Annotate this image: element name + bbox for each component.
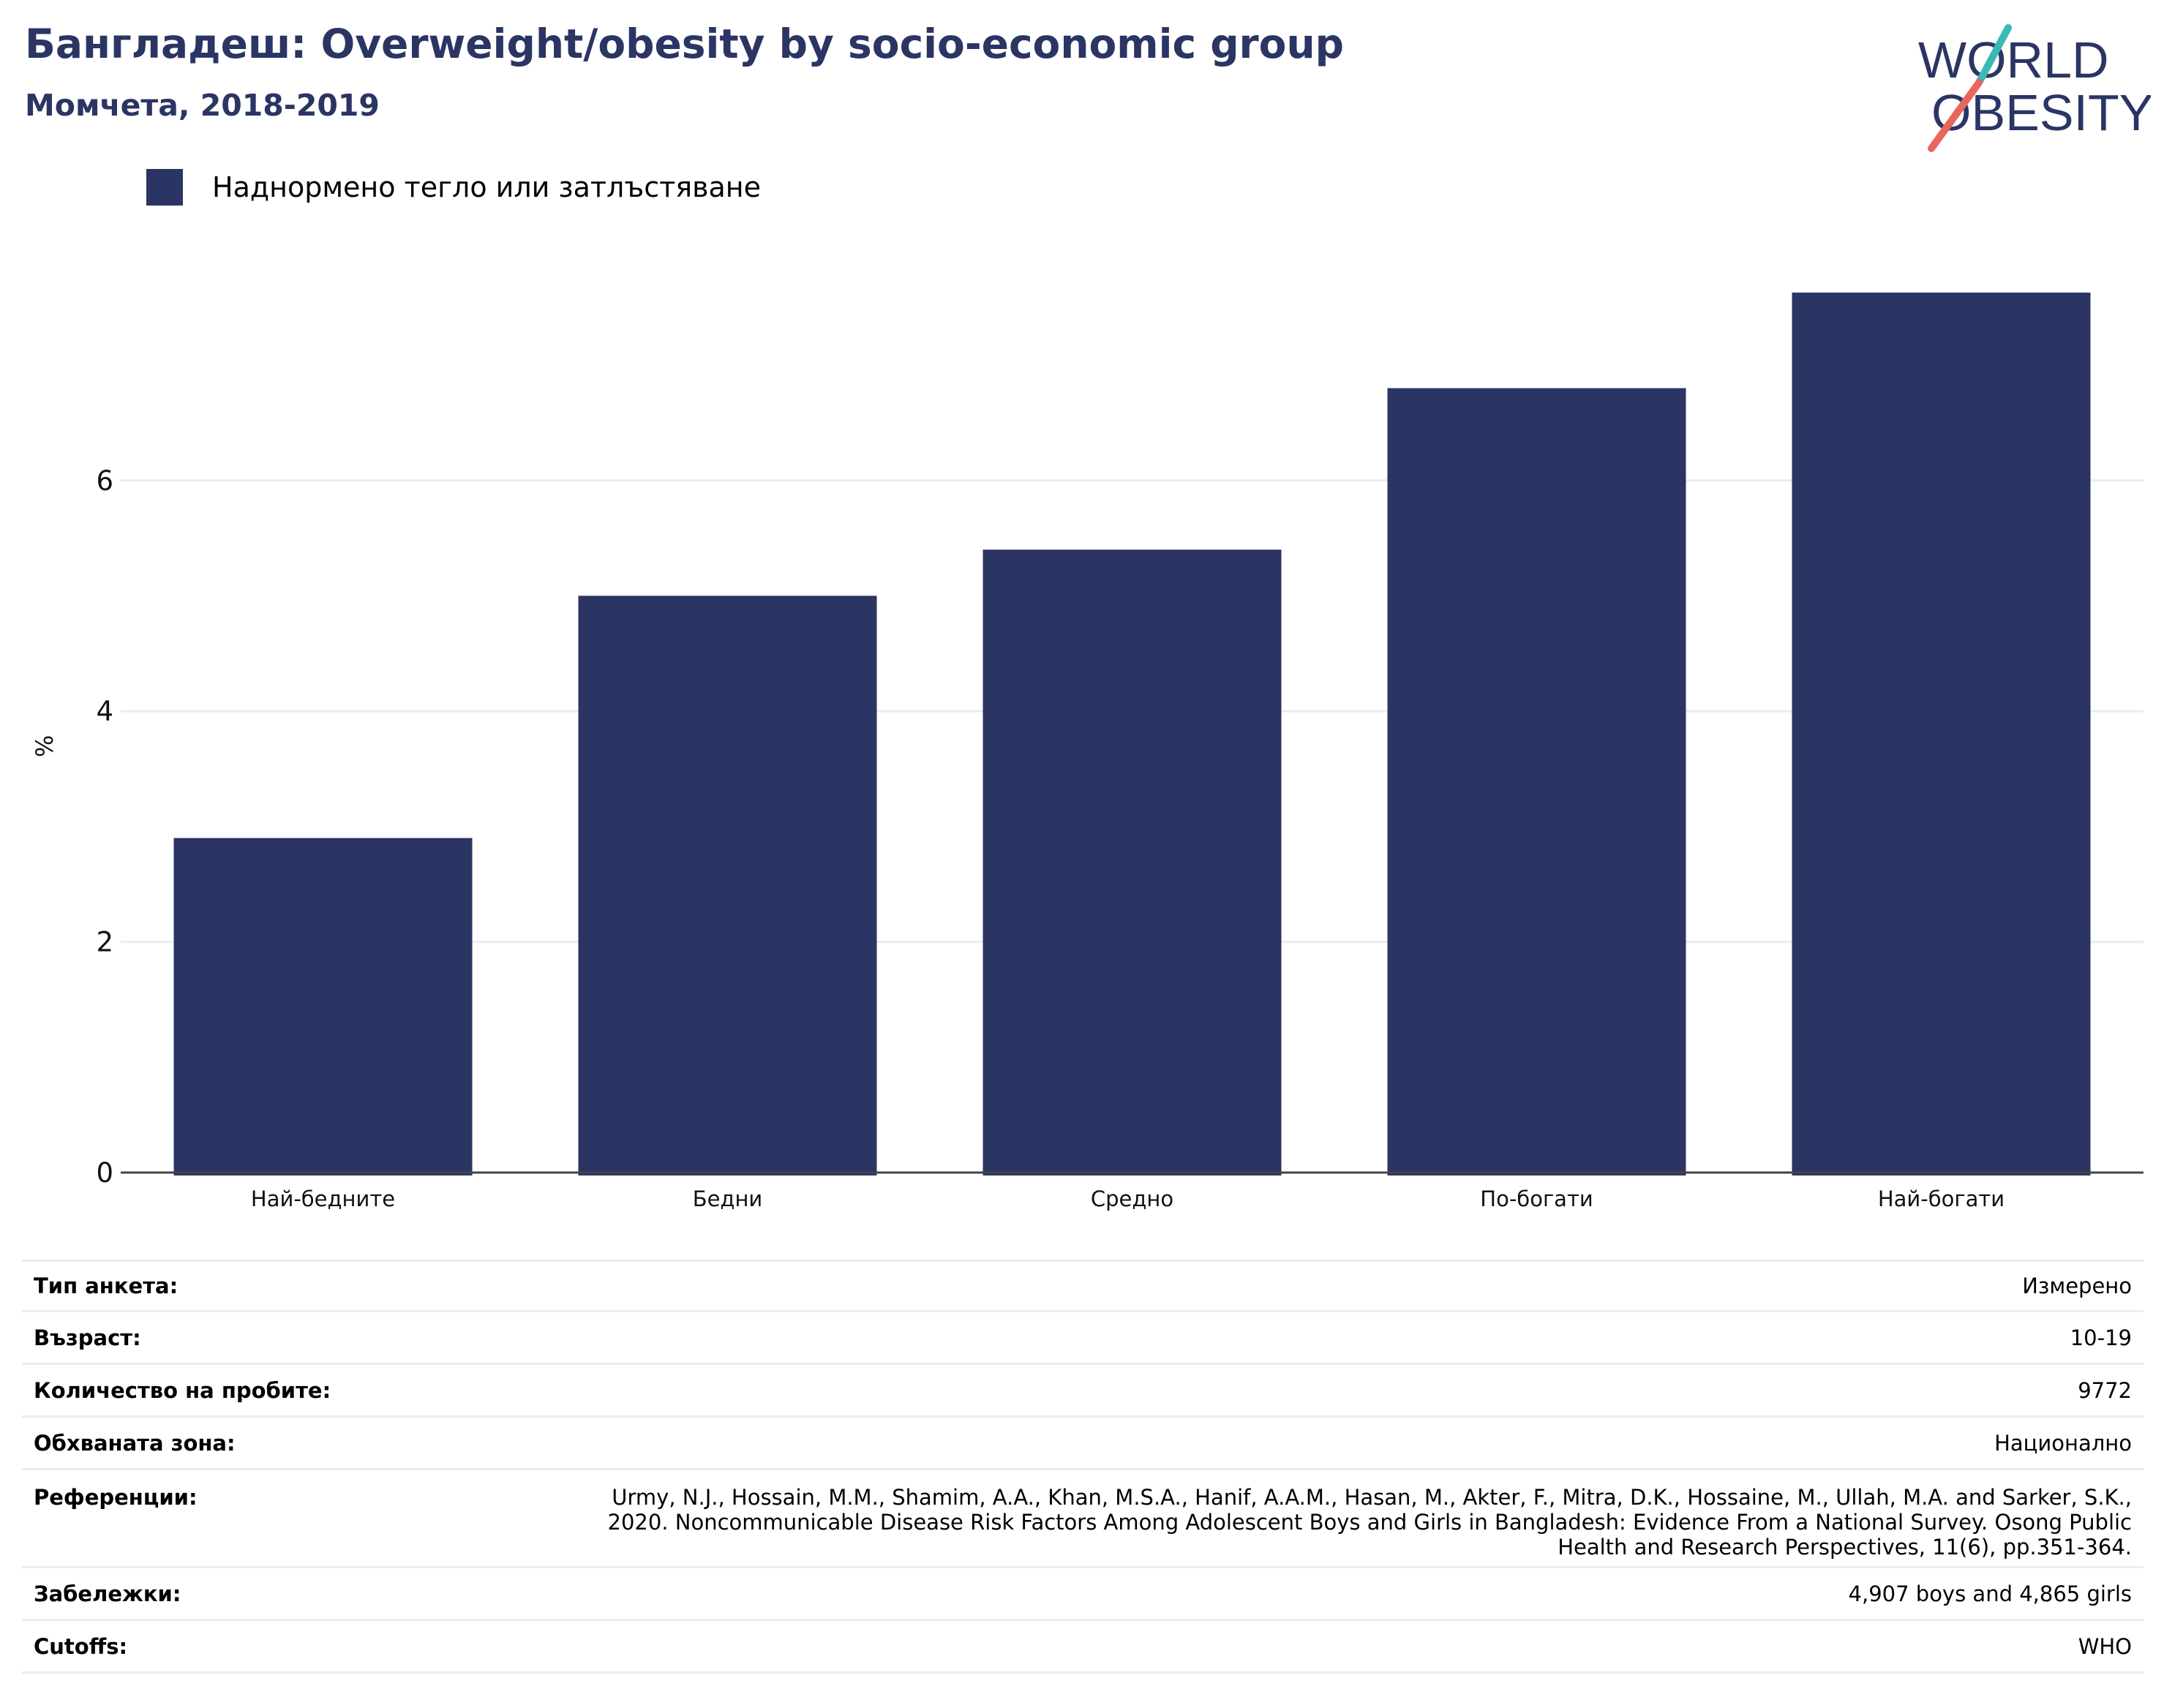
info-key: Обхваната зона: [34, 1430, 236, 1456]
chart-title: Бангладеш: Overweight/obesity by socio-e… [25, 20, 1344, 67]
info-value: Urmy, N.J., Hossain, M.M., Shamim, A.A.,… [607, 1485, 2132, 1560]
info-row-notes: Забележки: 4,907 boys and 4,865 girls [22, 1568, 2144, 1621]
x-tick-label: По-богати [1480, 1186, 1593, 1211]
bar [578, 595, 877, 1175]
legend-swatch [146, 169, 183, 206]
logo-word-world: WORLD [1918, 31, 2109, 89]
info-key: Cutoffs: [34, 1633, 128, 1659]
info-row-survey-type: Тип анкета: Измерено [22, 1260, 2144, 1312]
info-table: Тип анкета: Измерено Възраст: 10-19 Коли… [22, 1260, 2144, 1674]
info-value: 4,907 boys and 4,865 girls [1848, 1581, 2132, 1606]
info-value: Измерено [2022, 1274, 2132, 1298]
x-tick-label: Най-бедните [251, 1186, 395, 1211]
info-value: 9772 [2078, 1377, 2132, 1403]
logo-slash-teal [1975, 24, 2012, 86]
bar [173, 838, 473, 1175]
info-value: 10-19 [2070, 1325, 2132, 1350]
y-tick-label: 4 [96, 696, 113, 727]
info-row-references: Референции: Urmy, N.J., Hossain, M.M., S… [22, 1470, 2144, 1568]
info-row-area-covered: Обхваната зона: Национално [22, 1418, 2144, 1470]
bar [1792, 293, 2091, 1176]
info-row-age: Възраст: 10-19 [22, 1312, 2144, 1365]
y-tick-label: 2 [96, 927, 113, 958]
bar-chart: 02468101214%Най-беднитеБедниСредноПо-бог… [31, 293, 2144, 1211]
bar [983, 549, 1282, 1175]
chart-subtitle: Момчета, 2018-2019 [25, 88, 380, 123]
info-key: Забележки: [34, 1581, 181, 1606]
x-tick-label: Бедни [693, 1186, 763, 1211]
logo-slash-red [1928, 79, 1983, 152]
info-value: Национално [1994, 1430, 2132, 1456]
info-key: Референции: [34, 1485, 198, 1510]
world-obesity-logo: WORLD OBESITY [1918, 24, 2151, 152]
chart-legend: Наднормено тегло или затлъстяване [146, 168, 761, 206]
info-row-sample-size: Количество на пробите: 9772 [22, 1365, 2144, 1418]
bar [1387, 388, 1686, 1175]
info-row-cutoffs: Cutoffs: WHO [22, 1621, 2144, 1674]
x-tick-label: Най-богати [1878, 1186, 2005, 1211]
y-tick-label: 0 [96, 1157, 113, 1189]
info-key: Количество на пробите: [34, 1377, 331, 1403]
legend-label: Наднормено тегло или затлъстяване [212, 171, 761, 203]
info-value: WHO [2078, 1633, 2132, 1659]
info-key: Възраст: [34, 1325, 141, 1350]
x-tick-label: Средно [1091, 1186, 1173, 1211]
y-tick-label: 6 [96, 465, 113, 497]
info-key: Тип анкета: [34, 1274, 179, 1298]
logo-word-obesity: OBESITY [1931, 84, 2151, 141]
y-axis-title: % [31, 735, 59, 757]
